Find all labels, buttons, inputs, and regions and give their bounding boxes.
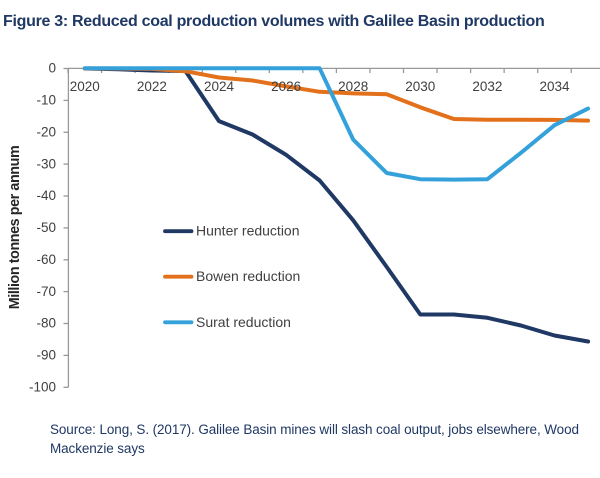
svg-text:Hunter reduction: Hunter reduction xyxy=(196,223,300,239)
svg-text:2030: 2030 xyxy=(405,79,435,94)
svg-text:-80: -80 xyxy=(36,316,56,331)
svg-text:2026: 2026 xyxy=(271,79,301,94)
svg-text:-70: -70 xyxy=(36,284,56,299)
svg-text:Million tonnes per annum: Million tonnes per annum xyxy=(7,146,23,310)
svg-text:-40: -40 xyxy=(36,188,56,203)
svg-text:-20: -20 xyxy=(36,125,56,140)
svg-text:2028: 2028 xyxy=(338,79,368,94)
svg-text:2032: 2032 xyxy=(472,79,502,94)
svg-text:2034: 2034 xyxy=(539,79,570,94)
svg-text:-60: -60 xyxy=(36,252,56,267)
svg-text:-50: -50 xyxy=(36,220,56,235)
svg-text:-90: -90 xyxy=(36,348,56,363)
svg-text:Surat reduction: Surat reduction xyxy=(196,314,291,330)
svg-text:2020: 2020 xyxy=(70,79,100,94)
svg-text:2022: 2022 xyxy=(137,79,167,94)
svg-text:2024: 2024 xyxy=(204,79,235,94)
svg-text:0: 0 xyxy=(48,61,56,76)
svg-text:-10: -10 xyxy=(36,93,56,108)
svg-text:Bowen reduction: Bowen reduction xyxy=(196,268,300,284)
svg-text:-30: -30 xyxy=(36,156,56,171)
svg-text:-100: -100 xyxy=(29,380,56,395)
